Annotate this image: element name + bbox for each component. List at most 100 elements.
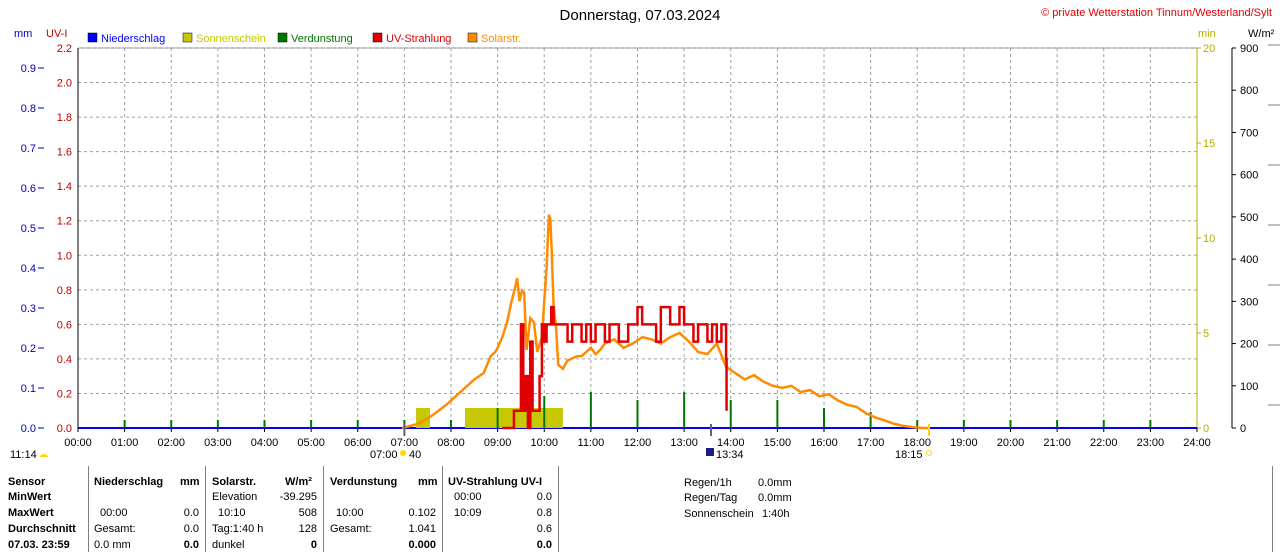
tick-label-x: 17:00 bbox=[857, 437, 885, 449]
verdunstung-cell: 10:00 bbox=[336, 507, 364, 519]
sunshine-bar bbox=[499, 408, 507, 428]
tick-label-mm: 0.5 bbox=[21, 223, 36, 235]
row-label: MinWert bbox=[8, 491, 52, 503]
tick-label-wm2: 500 bbox=[1240, 212, 1258, 224]
tick-label-x: 14:00 bbox=[717, 437, 745, 449]
summary-table: Sensor MinWert MaxWert Durchschnitt 07.0… bbox=[0, 466, 1280, 552]
legend-label: Sonnenschein bbox=[196, 33, 266, 45]
evaporation-bar bbox=[496, 408, 499, 428]
tick-label-x: 01:00 bbox=[111, 437, 139, 449]
niederschlag-cell: 00:00 bbox=[100, 507, 128, 519]
niederschlag-value: 0.0 bbox=[183, 523, 199, 535]
evaporation-bar bbox=[1149, 420, 1152, 428]
sunshine-bar bbox=[541, 408, 549, 428]
tick-label-uv: 2.2 bbox=[57, 43, 72, 55]
tick-label-x: 18:00 bbox=[903, 437, 931, 449]
sunshine-bar bbox=[492, 408, 500, 428]
tick-label-x: 12:00 bbox=[624, 437, 652, 449]
solar-value: -39.295 bbox=[279, 491, 317, 503]
evaporation-bar bbox=[356, 420, 359, 428]
solar-value: 508 bbox=[298, 507, 317, 519]
evaporation-bar bbox=[263, 420, 266, 428]
evaporation-bar bbox=[543, 396, 546, 428]
tick-label-x: 04:00 bbox=[251, 437, 279, 449]
tick-label-mm: 0.9 bbox=[21, 63, 36, 75]
tick-label-wm2: 800 bbox=[1240, 85, 1258, 97]
evaporation-bar bbox=[823, 408, 825, 428]
evaporation-bar bbox=[310, 420, 313, 428]
niederschlag-value: 0.0 bbox=[183, 507, 199, 519]
evaporation-bar bbox=[1009, 420, 1012, 428]
tick-label-x: 13:00 bbox=[670, 437, 698, 449]
tick-label-mm: 0.8 bbox=[21, 103, 36, 115]
sunshine-bar bbox=[506, 408, 514, 428]
tick-label-x: 19:00 bbox=[950, 437, 978, 449]
sunshine-bar bbox=[513, 408, 521, 428]
sunshine-bar bbox=[548, 408, 556, 428]
tick-label-wm2: 100 bbox=[1240, 381, 1258, 393]
solar-value: 0 bbox=[310, 539, 317, 551]
niederschlag-unit: mm bbox=[180, 476, 200, 488]
tick-label-mm: 0.1 bbox=[21, 383, 36, 395]
verdunstung-value: 0.102 bbox=[408, 507, 436, 519]
tick-label-x: 23:00 bbox=[1137, 437, 1165, 449]
tick-label-x: 09:00 bbox=[484, 437, 512, 449]
uv-cell: 00:00 bbox=[454, 491, 482, 503]
legend-label: UV-Strahlung bbox=[386, 33, 451, 45]
tick-label-mm: 0.6 bbox=[21, 183, 36, 195]
weather-chart: Donnerstag, 07.03.2024 © private Wetters… bbox=[10, 7, 1280, 461]
sunshine-bar bbox=[485, 408, 493, 428]
evaporation-bar bbox=[450, 420, 452, 428]
tick-label-uv: 1.6 bbox=[57, 147, 72, 159]
tick-label-uv: 1.0 bbox=[57, 250, 72, 262]
tick-label-wm2: 0 bbox=[1240, 423, 1246, 435]
solar-unit: W/m² bbox=[285, 476, 312, 488]
solar-cell: Tag:1:40 h bbox=[212, 523, 264, 535]
tick-label-wm2: 900 bbox=[1240, 43, 1258, 55]
tick-label-wm2: 200 bbox=[1240, 339, 1258, 351]
solar-cell: Elevation bbox=[212, 491, 258, 503]
evaporation-bar bbox=[683, 392, 686, 428]
uv-value: 0.0 bbox=[536, 491, 552, 503]
row-label: 07.03. 23:59 bbox=[8, 539, 70, 551]
tick-label-min: 10 bbox=[1203, 233, 1215, 245]
verdunstung-unit: mm bbox=[418, 476, 438, 488]
row-label: MaxWert bbox=[8, 507, 54, 519]
tick-label-uv: 0.4 bbox=[57, 354, 72, 366]
evaporation-bar bbox=[776, 400, 779, 428]
uv-header: UV-Strahlung UV-I bbox=[448, 476, 543, 488]
axis-title-wm2: W/m² bbox=[1248, 28, 1275, 40]
chart-markers: 11:14 07:00 40 13:34 18:15 bbox=[10, 44, 1280, 461]
verdunstung-header: Verdunstung bbox=[330, 476, 398, 488]
sunrise-extra-label: 40 bbox=[409, 449, 421, 461]
tick-label-x: 22:00 bbox=[1090, 437, 1118, 449]
niederschlag-cell: 0.0 mm bbox=[94, 539, 131, 551]
tick-label-min: 20 bbox=[1203, 43, 1215, 55]
tick-label-min: 15 bbox=[1203, 138, 1215, 150]
legend-swatch bbox=[467, 32, 478, 43]
extra-label: Regen/Tag bbox=[684, 492, 738, 504]
tick-label-min: 0 bbox=[1203, 423, 1209, 435]
moonset-label: 13:34 bbox=[716, 449, 744, 461]
extra-value: 0.0mm bbox=[758, 492, 792, 504]
tick-label-mm: 0.0 bbox=[21, 423, 36, 435]
tick-label-x: 10:00 bbox=[530, 437, 558, 449]
niederschlag-cell: Gesamt: bbox=[94, 523, 136, 535]
copyright-note: © private Wetterstation Tinnum/Westerlan… bbox=[1041, 7, 1272, 19]
verdunstung-cell: Gesamt: bbox=[330, 523, 372, 535]
extra-label: Regen/1h bbox=[684, 477, 732, 489]
evaporation-bar bbox=[916, 420, 919, 428]
evaporation-bar bbox=[729, 400, 732, 428]
sunshine-bar bbox=[464, 408, 472, 428]
chart-legend: Niederschlag Sonnenschein Verdunstung UV-St… bbox=[87, 32, 521, 45]
sunshine-bar bbox=[478, 408, 486, 428]
evaporation-bar bbox=[962, 420, 965, 428]
sunrise-label: 07:00 bbox=[370, 449, 398, 461]
chart-plot-area bbox=[123, 214, 1152, 430]
legend-label: Solarstr. bbox=[481, 33, 521, 45]
evaporation-bar bbox=[589, 392, 592, 428]
tick-label-uv: 0.0 bbox=[57, 423, 72, 435]
uv-value: 0.0 bbox=[536, 539, 552, 551]
tick-label-x: 08:00 bbox=[437, 437, 465, 449]
tick-label-x: 11:00 bbox=[578, 437, 605, 449]
